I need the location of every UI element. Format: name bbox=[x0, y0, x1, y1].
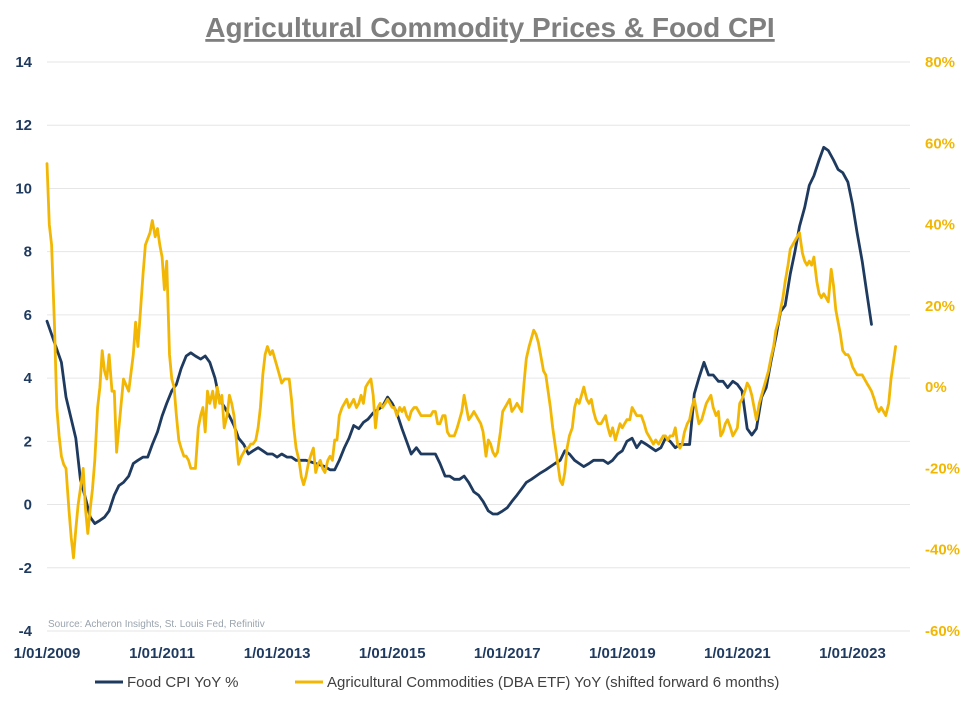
x-tick-label: 1/01/2017 bbox=[474, 645, 541, 662]
x-axis-ticks: 1/01/2009 1/01/2011 1/01/2013 1/01/2015 1/01… bbox=[14, 645, 886, 662]
left-tick-label: 6 bbox=[24, 307, 32, 324]
left-tick-label: 4 bbox=[24, 370, 33, 387]
right-tick-label: 40% bbox=[925, 217, 955, 234]
series-lines bbox=[45, 145, 897, 560]
right-tick-label: -40% bbox=[925, 542, 960, 559]
x-tick-label: 1/01/2013 bbox=[244, 645, 311, 662]
food-cpi-line bbox=[45, 145, 873, 525]
left-tick-label: 2 bbox=[24, 433, 32, 450]
legend-label-food-cpi: Food CPI YoY % bbox=[127, 674, 238, 691]
left-tick-label: 12 bbox=[15, 117, 32, 134]
right-tick-label: -60% bbox=[925, 623, 960, 640]
source-note: Source: Acheron Insights, St. Louis Fed,… bbox=[48, 619, 265, 630]
x-tick-label: 1/01/2021 bbox=[704, 645, 771, 662]
right-axis-ticks: 80% 60% 40% 20% 0% -20% -40% -60% bbox=[925, 54, 960, 640]
grid bbox=[47, 61, 910, 632]
right-tick-label: 20% bbox=[925, 298, 955, 315]
right-tick-label: 0% bbox=[925, 379, 947, 396]
left-tick-label: 0 bbox=[24, 497, 32, 514]
chart-title: Agricultural Commodity Prices & Food CPI bbox=[205, 12, 774, 43]
left-tick-label: -4 bbox=[19, 623, 33, 640]
legend: Food CPI YoY % Agricultural Commodities (… bbox=[95, 674, 779, 691]
x-tick-label: 1/01/2011 bbox=[129, 645, 195, 662]
left-tick-label: 10 bbox=[15, 180, 32, 197]
left-axis-ticks: 14 12 10 8 6 4 2 0 -2 -4 bbox=[15, 54, 32, 640]
x-tick-label: 1/01/2009 bbox=[14, 645, 81, 662]
right-tick-label: -20% bbox=[925, 460, 960, 477]
left-tick-label: 8 bbox=[24, 244, 32, 261]
x-tick-label: 1/01/2023 bbox=[819, 645, 886, 662]
dba-etf-line bbox=[45, 162, 897, 560]
left-tick-label: -2 bbox=[19, 560, 32, 577]
left-tick-label: 14 bbox=[15, 54, 32, 71]
x-tick-label: 1/01/2019 bbox=[589, 645, 656, 662]
x-tick-label: 1/01/2015 bbox=[359, 645, 426, 662]
legend-label-dba-etf: Agricultural Commodities (DBA ETF) YoY (… bbox=[327, 674, 779, 691]
right-tick-label: 60% bbox=[925, 135, 955, 152]
right-tick-label: 80% bbox=[925, 54, 955, 71]
